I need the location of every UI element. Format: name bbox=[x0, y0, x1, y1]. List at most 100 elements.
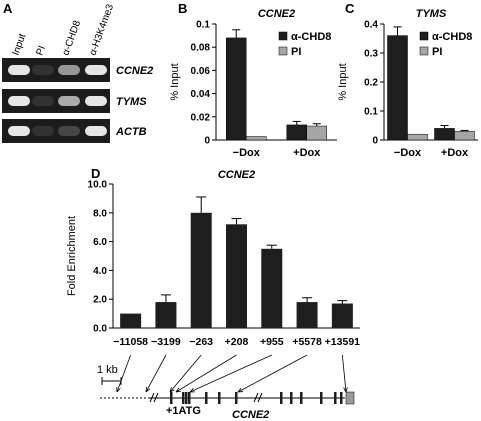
gel-band bbox=[58, 96, 80, 106]
y-tick-label: 0.08 bbox=[191, 43, 211, 54]
y-tick-label: 0.1 bbox=[364, 107, 378, 118]
gel-band bbox=[58, 65, 80, 75]
legend-label: α-CHD8 bbox=[291, 31, 331, 43]
bar bbox=[226, 224, 247, 328]
gel-lane-label: α-H3K4me3 bbox=[87, 3, 116, 58]
gel-band bbox=[85, 126, 107, 136]
x-tick-label: −11058 bbox=[113, 336, 148, 348]
x-tick-label: +Dox bbox=[293, 147, 321, 159]
bar bbox=[434, 128, 455, 141]
site-arrowhead bbox=[237, 387, 244, 393]
x-tick-label: −263 bbox=[189, 336, 213, 348]
exon bbox=[290, 392, 293, 404]
exon bbox=[300, 392, 303, 404]
bar bbox=[306, 125, 327, 141]
bar bbox=[155, 302, 177, 328]
site-arrows bbox=[116, 354, 348, 393]
gel-gene-label: ACTB bbox=[115, 126, 147, 138]
chart-b: CCNE2 0 0.02 0.04 0.06 0.08 0.1 % Input −Dox +Dox… bbox=[169, 8, 337, 159]
y-tick-label: 0.4 bbox=[364, 20, 378, 31]
chart-d: CCNE2 0.0 2.0 4.0 6.0 8.0 10.0 Fold Enrichment −… bbox=[66, 169, 360, 348]
chart-title: CCNE2 bbox=[218, 169, 255, 181]
gene-label: CCNE2 bbox=[232, 409, 269, 421]
break-marks-1 bbox=[149, 392, 159, 403]
exons bbox=[170, 391, 355, 405]
exon bbox=[188, 392, 191, 404]
bar bbox=[387, 35, 408, 141]
y-tick-label: 0 bbox=[204, 136, 210, 147]
gel-band bbox=[8, 96, 30, 106]
site-arrowhead bbox=[145, 386, 151, 393]
bar bbox=[120, 313, 142, 328]
panel-label-a: A bbox=[3, 1, 13, 16]
gel-gene-label: CCNE2 bbox=[116, 65, 153, 77]
gel-band bbox=[32, 96, 54, 106]
panel-label-b: B bbox=[178, 1, 187, 16]
bar bbox=[296, 302, 318, 328]
y-tick-label: 0.0 bbox=[93, 324, 107, 335]
gel-lane-label: Input bbox=[10, 32, 28, 57]
exon bbox=[182, 392, 185, 404]
exon bbox=[340, 392, 343, 404]
site-arrow bbox=[175, 354, 237, 393]
y-tick-label: 0.2 bbox=[364, 78, 378, 89]
site-arrow bbox=[116, 354, 132, 393]
y-tick-label: 0.1 bbox=[196, 20, 210, 31]
gel-band bbox=[85, 65, 107, 75]
gel-band bbox=[8, 65, 30, 75]
exon bbox=[170, 392, 173, 404]
exon bbox=[235, 392, 238, 404]
atg-label: +1ATG bbox=[166, 405, 201, 417]
gene-map: 1 kb +1ATG CCNE2 bbox=[97, 354, 355, 421]
y-tick-label: 2.0 bbox=[93, 295, 107, 306]
legend-swatch bbox=[278, 46, 288, 56]
gel-band bbox=[8, 126, 30, 136]
gel-band bbox=[32, 126, 54, 136]
bar bbox=[261, 248, 283, 328]
gel-lane-label: α-CHD8 bbox=[60, 19, 83, 57]
x-tick-label: +208 bbox=[225, 336, 249, 348]
break-marks-2 bbox=[253, 392, 263, 403]
exon-utr bbox=[345, 391, 355, 405]
y-tick-label: 0 bbox=[372, 136, 378, 147]
x-tick-label: +5578 bbox=[292, 336, 322, 348]
site-arrow bbox=[341, 354, 347, 393]
y-tick-label: 0.3 bbox=[364, 49, 378, 60]
legend-label: α-CHD8 bbox=[432, 31, 472, 43]
scale-bar-label: 1 kb bbox=[97, 364, 118, 376]
site-arrowhead bbox=[343, 387, 348, 393]
y-tick-label: 10.0 bbox=[88, 180, 108, 191]
site-arrow bbox=[189, 354, 272, 393]
x-tick-label: +13591 bbox=[325, 336, 360, 348]
chart-title: TYMS bbox=[416, 8, 447, 20]
bar bbox=[190, 212, 212, 328]
panel-label-c: C bbox=[345, 1, 355, 16]
exon bbox=[320, 392, 323, 404]
site-arrowhead bbox=[175, 387, 182, 393]
site-arrow bbox=[169, 354, 202, 393]
gel-band bbox=[32, 65, 54, 75]
gel-gene-label: TYMS bbox=[116, 96, 147, 108]
legend-label: PI bbox=[432, 46, 442, 58]
legend-swatch bbox=[419, 31, 429, 41]
y-tick-label: 0.06 bbox=[191, 66, 211, 77]
gel-rows: CCNE2 TYMS ACTB bbox=[2, 58, 153, 143]
y-axis-label: % Input bbox=[337, 63, 349, 100]
exon bbox=[280, 392, 283, 404]
gel-band bbox=[58, 126, 80, 136]
y-tick-label: 8.0 bbox=[93, 208, 107, 219]
y-tick-label: 0.02 bbox=[191, 112, 211, 123]
legend-swatch bbox=[278, 31, 288, 41]
bar bbox=[454, 131, 475, 141]
chart-title: CCNE2 bbox=[258, 8, 295, 20]
x-tick-label: −Dox bbox=[394, 147, 422, 159]
y-axis-label: Fold Enrichment bbox=[66, 216, 78, 296]
gel-band bbox=[85, 96, 107, 106]
site-arrowhead bbox=[116, 386, 121, 393]
site-arrow bbox=[237, 354, 308, 393]
legend-label: PI bbox=[291, 46, 301, 58]
y-tick-label: 0.04 bbox=[191, 89, 211, 100]
exon bbox=[205, 392, 208, 404]
gel-panel: Input PI α-CHD8 α-H3K4me3 CCNE2 TYMS ACTB bbox=[2, 3, 153, 143]
